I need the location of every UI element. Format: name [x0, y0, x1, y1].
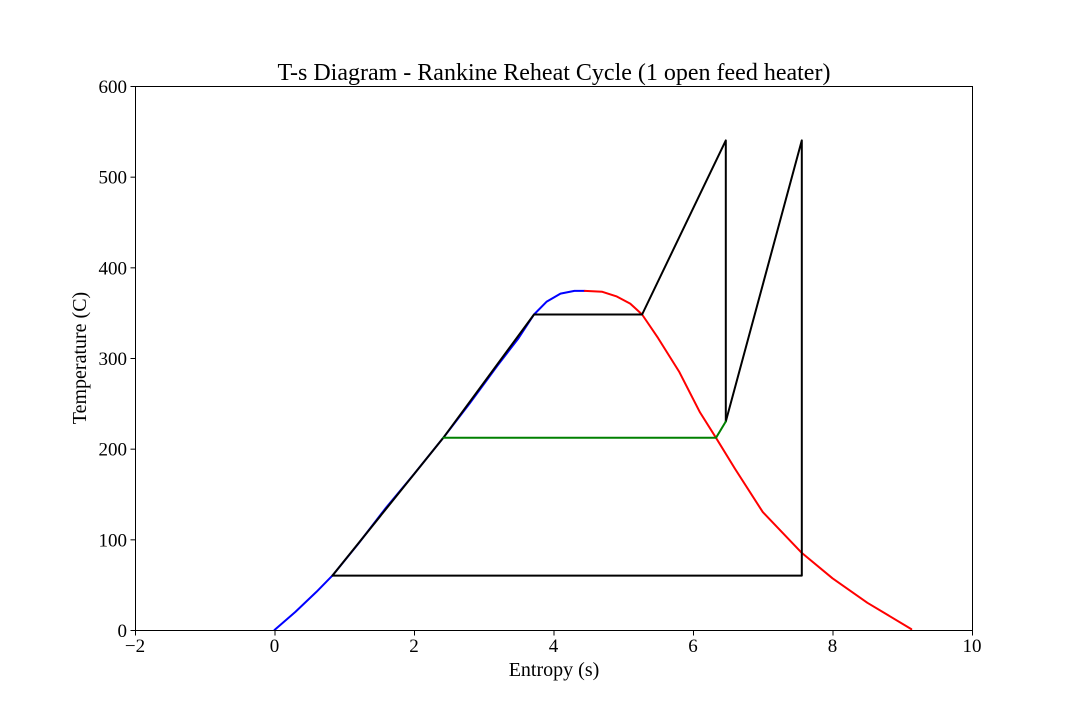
x-tick-label: −2: [125, 636, 145, 657]
y-tick-label: 600: [99, 77, 128, 98]
x-tick-label: 0: [270, 636, 280, 657]
y-tick-label: 100: [99, 530, 128, 551]
x-tick-label: 2: [409, 636, 419, 657]
y-tick-label: 200: [99, 440, 128, 461]
x-tick-label: 8: [828, 636, 838, 657]
series-line-3: [331, 139, 803, 577]
series-line-4: [442, 420, 727, 439]
x-tick-label: 6: [688, 636, 698, 657]
y-tick-label: 500: [99, 168, 128, 189]
x-tick-label: 4: [549, 636, 559, 657]
y-tick-label: 0: [118, 621, 128, 642]
x-axis: −2 0 2 4 6 8 10: [125, 630, 982, 657]
y-axis: 0 100 200 300 400 500 600: [99, 77, 136, 642]
y-tick-label: 300: [99, 349, 128, 370]
series-line-0: [273, 289, 586, 631]
plot-area: [273, 139, 913, 631]
series-line-1: [583, 289, 913, 631]
y-axis-label: Temperature (C): [69, 292, 91, 424]
x-axis-label: Entropy (s): [509, 659, 600, 681]
y-tick-label: 400: [99, 258, 128, 279]
x-tick-label: 10: [963, 636, 982, 657]
series-line-2: [331, 139, 727, 577]
plot-frame: [135, 86, 973, 631]
chart-title: T-s Diagram - Rankine Reheat Cycle (1 op…: [278, 60, 831, 86]
